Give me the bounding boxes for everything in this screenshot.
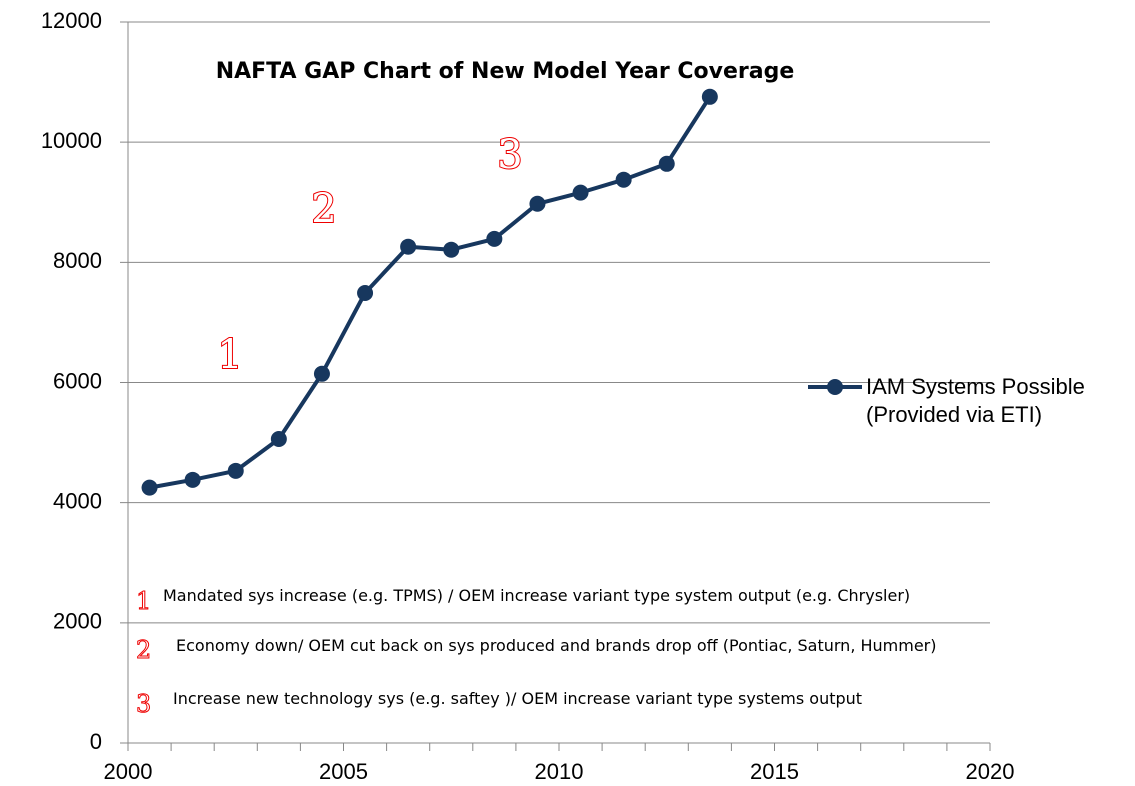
annotation-marker: 3 — [497, 132, 522, 178]
y-tick-label: 2000 — [53, 609, 102, 634]
x-tick-label: 2000 — [104, 759, 153, 784]
y-tick-label: 10000 — [41, 128, 102, 153]
point — [615, 171, 632, 188]
point — [141, 479, 158, 496]
point — [658, 155, 675, 172]
x-tick-label: 2020 — [966, 759, 1015, 784]
point — [529, 195, 546, 212]
point — [400, 238, 417, 255]
point — [270, 430, 287, 447]
point — [184, 471, 201, 488]
legend-marker — [827, 379, 843, 395]
point — [443, 241, 460, 258]
note-marker: 3 — [135, 690, 152, 719]
point — [572, 184, 589, 201]
point — [701, 88, 718, 105]
annotation-marker: 2 — [311, 186, 336, 232]
point — [357, 284, 374, 301]
y-tick-label: 4000 — [53, 488, 102, 513]
y-tick-label: 8000 — [53, 248, 102, 273]
note-marker: 1 — [135, 587, 152, 616]
y-tick-label: 0 — [90, 729, 102, 754]
x-tick-label: 2015 — [750, 759, 799, 784]
note-text: Economy down/ OEM cut back on sys produc… — [176, 636, 937, 655]
point — [486, 230, 503, 247]
note-marker: 2 — [135, 636, 152, 665]
note-text: Increase new technology sys (e.g. saftey… — [173, 689, 863, 708]
point — [313, 365, 330, 382]
point — [227, 462, 244, 479]
chart-title: NAFTA GAP Chart of New Model Year Covera… — [216, 59, 795, 84]
x-tick-label: 2005 — [319, 759, 368, 784]
note-text: Mandated sys increase (e.g. TPMS) / OEM … — [163, 586, 911, 605]
legend-label: IAM Systems Possible (Provided via ETI) — [866, 374, 1085, 427]
annotation-marker: 1 — [217, 332, 242, 378]
y-tick-label: 6000 — [53, 368, 102, 393]
x-tick-label: 2010 — [535, 759, 584, 784]
y-tick-label: 12000 — [41, 8, 102, 33]
series-line — [149, 95, 712, 490]
